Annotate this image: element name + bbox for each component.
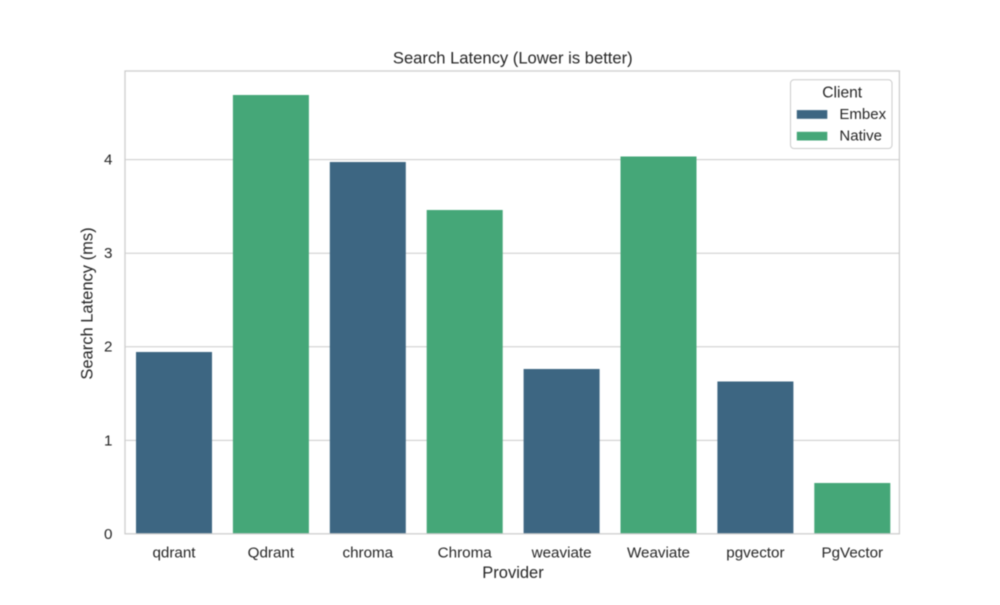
svg-text:Native: Native <box>839 128 882 145</box>
svg-text:Provider: Provider <box>482 564 544 582</box>
svg-text:0: 0 <box>104 526 112 543</box>
svg-text:Embex: Embex <box>839 106 886 123</box>
svg-text:qdrant: qdrant <box>152 545 196 562</box>
svg-text:Search Latency (ms): Search Latency (ms) <box>79 227 97 379</box>
svg-text:PgVector: PgVector <box>821 545 883 562</box>
svg-text:2: 2 <box>104 339 112 356</box>
svg-text:3: 3 <box>104 245 112 262</box>
svg-text:pgvector: pgvector <box>726 545 784 562</box>
svg-text:Weaviate: Weaviate <box>627 545 690 562</box>
svg-text:Qdrant: Qdrant <box>248 545 295 562</box>
svg-text:Chroma: Chroma <box>438 545 493 562</box>
svg-text:4: 4 <box>104 152 112 169</box>
svg-text:chroma: chroma <box>342 545 393 562</box>
svg-text:1: 1 <box>104 432 112 449</box>
svg-text:Search Latency (Lower is bette: Search Latency (Lower is better) <box>393 49 633 68</box>
svg-text:Client: Client <box>822 84 863 101</box>
svg-text:weaviate: weaviate <box>531 545 592 562</box>
